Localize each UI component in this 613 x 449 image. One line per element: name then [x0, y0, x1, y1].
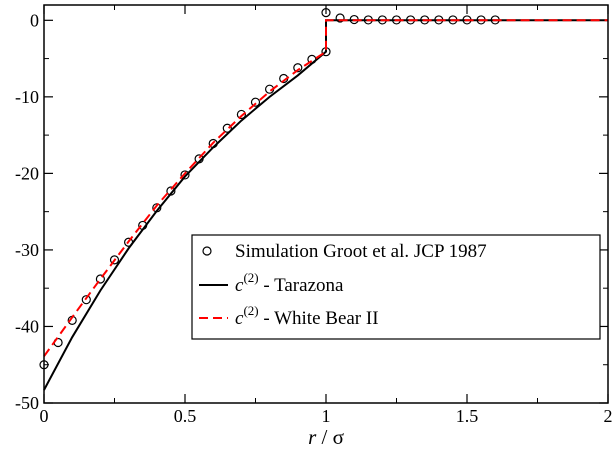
x-tick-label: 1.5	[456, 406, 479, 426]
legend-entry-label: c(2) - Tarazona	[235, 270, 344, 296]
x-tick-label: 2	[604, 406, 613, 426]
data-point	[109, 255, 120, 265]
y-tick-label: 0	[30, 10, 39, 30]
plot-frame	[43, 4, 609, 404]
legend-entry-label: c(2) - White Bear II	[235, 303, 379, 329]
y-tick-label: -50	[15, 393, 39, 413]
series-line-tarazona	[43, 19, 608, 391]
data-point	[236, 109, 246, 120]
data-point	[95, 274, 106, 284]
y-tick-label: -30	[15, 240, 39, 260]
x-tick-label: 1	[322, 406, 331, 426]
y-tick-label: -10	[15, 87, 39, 107]
legend-entry-label: Simulation Groot et al. JCP 1987	[235, 241, 487, 262]
data-point	[180, 170, 190, 180]
data-point	[250, 97, 261, 107]
x-tick-label: 0.5	[174, 406, 197, 426]
x-axis-title-italic: r	[308, 425, 317, 449]
legend-box	[191, 234, 601, 340]
y-tick-label: -20	[15, 163, 39, 183]
x-tick-label: 0	[40, 406, 49, 426]
data-point	[335, 13, 345, 23]
x-axis-title-rest: / σ	[316, 425, 344, 449]
data-point	[81, 295, 91, 305]
data-point	[293, 63, 303, 73]
tick-labels: 0 0.5 1 1.5 2 0 -10 -20 -30 -40 -50	[15, 10, 613, 426]
series-line-white-bear-ii	[43, 19, 608, 357]
legend: Simulation Groot et al. JCP 1987 c(2) - T…	[191, 234, 601, 340]
series-layer	[39, 8, 608, 391]
x-axis-title: r / σ	[308, 425, 344, 449]
y-tick-label: -40	[15, 316, 39, 336]
legend-marker	[202, 246, 212, 256]
axis-ticks	[43, 5, 609, 404]
data-point	[222, 123, 232, 133]
data-point	[321, 8, 331, 18]
